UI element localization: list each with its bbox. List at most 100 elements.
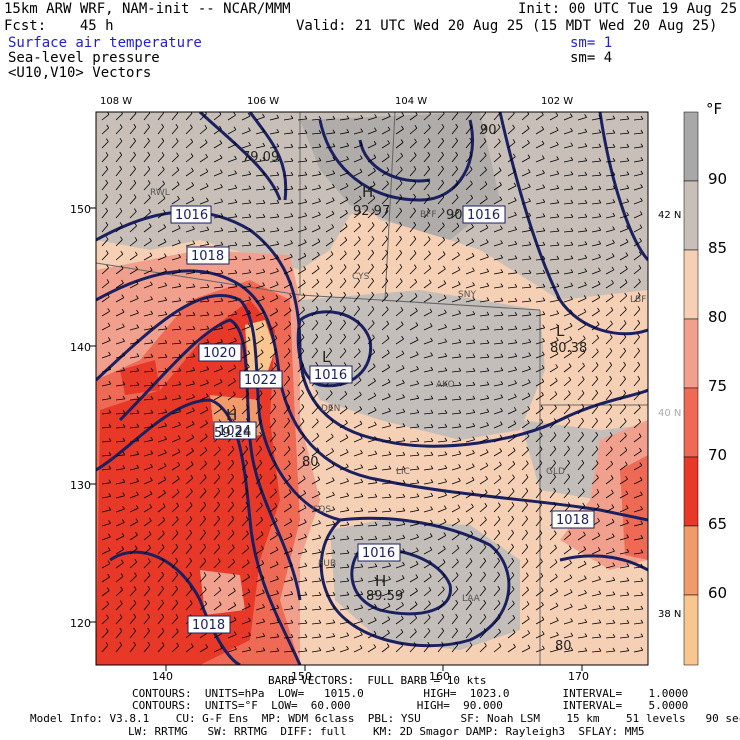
wind-barb-flag <box>175 516 179 520</box>
wind-barb <box>605 174 615 177</box>
wind-barb-flag <box>457 251 460 256</box>
wind-barb-flag <box>484 502 488 507</box>
wind-barb-flag <box>528 338 532 343</box>
y-tick: 140 <box>70 341 91 354</box>
wind-barb-flag <box>414 293 418 297</box>
wind-barb-flag <box>178 239 181 244</box>
wind-barb <box>325 421 334 429</box>
wind-barb <box>185 342 195 345</box>
wind-barb-flag <box>640 170 644 175</box>
wind-barb <box>297 337 305 345</box>
wind-barb-flag <box>455 194 459 198</box>
wind-barb <box>101 114 110 121</box>
wind-barb-flag <box>373 392 377 396</box>
wind-barb <box>311 392 319 401</box>
wind-barb-flag <box>581 403 585 408</box>
wind-barb-flag <box>332 633 336 637</box>
wind-barb-flag <box>388 507 392 512</box>
wind-barb <box>493 464 502 471</box>
wind-barb-flag <box>428 586 432 591</box>
wind-barb-flag <box>553 530 557 534</box>
wind-barb <box>423 617 431 625</box>
wind-barb-flag <box>430 395 434 399</box>
wind-barb-flag <box>190 474 194 479</box>
wind-barb-flag <box>444 352 448 357</box>
wind-barb <box>521 477 529 485</box>
wind-barb-flag <box>192 380 196 385</box>
wind-barb-flag <box>303 490 307 494</box>
wind-barb <box>591 593 601 597</box>
wind-barb <box>325 552 335 555</box>
wind-barb <box>213 143 223 149</box>
wind-barb <box>521 422 530 429</box>
wind-barb-flag <box>416 520 420 525</box>
wind-barb <box>325 173 335 177</box>
wind-barb <box>605 364 613 373</box>
wind-barb <box>549 353 559 359</box>
wind-barb <box>283 146 293 149</box>
wind-barb <box>143 356 153 359</box>
wind-barb-flag <box>567 502 571 506</box>
wind-barb <box>437 616 445 625</box>
wind-barb-flag <box>206 339 210 343</box>
wind-barb <box>577 174 587 177</box>
wind-barb <box>339 185 349 191</box>
wind-barb <box>339 594 349 597</box>
wind-barb <box>115 630 123 639</box>
wind-barb <box>549 393 558 401</box>
wind-barb <box>367 606 377 611</box>
wind-barb-flag <box>528 352 532 356</box>
wind-barb-flag <box>415 560 419 565</box>
wind-barb-flag <box>164 422 168 427</box>
wind-barb-flag <box>540 572 544 577</box>
wind-barb <box>129 225 137 233</box>
wind-barb-flag <box>149 490 153 495</box>
wind-barb-flag <box>148 531 152 535</box>
wind-barb-flag <box>246 404 249 408</box>
wind-barb-flag <box>149 477 153 481</box>
wind-barb-flag <box>345 182 349 187</box>
wind-barb <box>465 425 475 429</box>
wind-barb-flag <box>386 320 390 325</box>
wind-barb <box>465 547 473 555</box>
wind-barb <box>171 631 179 639</box>
wind-barb <box>619 268 628 275</box>
wind-barb-flag <box>500 269 504 273</box>
wind-barb-flag <box>276 619 280 623</box>
wind-barb <box>465 140 473 149</box>
wind-barb <box>339 145 349 149</box>
wind-barb <box>129 426 139 429</box>
wind-barb-flag <box>136 423 140 428</box>
wind-barb-flag <box>122 437 126 442</box>
wind-barb-flag <box>428 279 432 283</box>
wind-barb-flag <box>318 577 322 582</box>
wind-barb-flag <box>107 560 111 564</box>
wind-barb <box>143 520 152 527</box>
wind-barb-flag <box>469 627 473 632</box>
wind-barb-flag <box>429 559 432 564</box>
wind-barb-flag <box>539 515 543 520</box>
wind-barb <box>339 267 347 275</box>
wind-barb-flag <box>192 240 196 244</box>
wind-barb <box>129 534 138 541</box>
wind-barb <box>269 593 279 597</box>
wind-barb-flag <box>469 642 473 646</box>
wind-barb-flag <box>247 573 250 578</box>
wind-barb <box>255 352 264 359</box>
wind-barb <box>157 299 167 303</box>
wind-barb-flag <box>556 631 559 636</box>
wind-barb-flag <box>331 477 335 481</box>
wind-barb-flag <box>233 631 237 635</box>
wind-barb <box>479 227 489 233</box>
wind-barb <box>353 467 363 471</box>
wind-barb-flag <box>556 213 560 218</box>
wind-barb <box>157 533 165 541</box>
wind-barb-flag <box>303 504 307 509</box>
wind-barb <box>451 644 459 653</box>
wind-barb <box>269 284 279 289</box>
wind-barb <box>101 155 109 163</box>
wind-barb-flag <box>596 334 600 339</box>
wind-barb-flag <box>234 283 238 287</box>
wind-barb <box>395 454 405 457</box>
wind-barb <box>395 537 405 541</box>
